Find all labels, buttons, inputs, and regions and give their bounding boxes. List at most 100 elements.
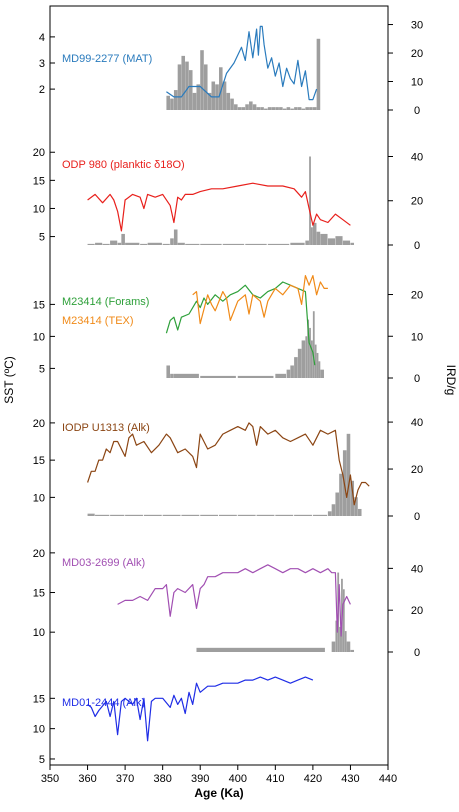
ird-bar [237,375,274,378]
ird-bar [309,327,311,378]
ird-tick-label: 10 [411,77,423,89]
sst-tick-label: 2 [39,84,45,96]
series-label: MD03-2699 (Alk) [62,557,145,569]
x-tick-label: 390 [191,773,209,785]
ird-bar [173,90,178,110]
sst-tick-label: 4 [39,32,45,44]
sst-axis-label: SST (ºC) [2,356,16,404]
ird-bar [196,647,325,652]
ird-bar [125,514,143,516]
series-label: MD01-2444 (Alk) [62,697,145,709]
ird-bar [282,108,287,110]
ird-bar [177,242,185,245]
sst-series-line [192,275,328,325]
ird-bar [211,81,216,110]
ird-bar [264,108,268,110]
ird-bar [170,238,174,245]
ird-bar [275,514,294,516]
ird-tick-label: 0 [414,105,420,117]
ird-bar [230,98,234,110]
ird-bar [312,514,328,516]
ird-bar [271,107,276,110]
ird-bar [346,433,351,516]
ird-bar [200,514,219,516]
ird-bar [342,240,351,245]
ird-bar [219,67,223,110]
ird-bar [286,107,291,110]
ird-bar [335,620,338,652]
ird-tick-label: 20 [411,290,423,302]
ird-bar [318,361,321,378]
ird-bar [177,64,182,110]
ird-bar [117,242,122,245]
ird-bar [185,61,189,110]
ird-bar [173,229,178,245]
ird-bar [354,497,358,516]
ird-bar [305,336,308,378]
sst-tick-label: 20 [33,548,45,560]
ird-bar [339,626,341,652]
ird-bar [188,70,193,110]
ird-bar [350,649,355,652]
sst-series-line [87,422,370,506]
ird-bar [320,233,328,245]
ird-bar [327,238,336,245]
ird-bar [245,104,249,110]
x-tick-label: 420 [304,773,322,785]
ird-bar [301,340,306,378]
ird-bar [121,233,125,245]
series-label: MD99-2277 (MAT) [62,53,152,65]
x-tick-label: 430 [341,773,359,785]
sst-tick-label: 10 [33,724,45,736]
ird-bar [294,107,298,110]
ird-bar [185,243,200,245]
ird-tick-label: 0 [414,647,420,659]
ird-tick-label: 20 [411,196,423,208]
ird-bar [200,50,204,110]
ird-bar [335,236,343,245]
ird-bar [297,348,302,378]
ird-bar [166,95,170,110]
ird-bar [252,104,257,110]
ird-bar [294,357,298,378]
ird-bar [192,92,197,110]
series-label: M23414 (Forams) [62,296,149,308]
ird-tick-label: 0 [414,511,420,523]
ird-bar [181,514,200,516]
ird-bar [147,242,162,245]
ird-bar [245,243,267,245]
ird-bar [110,240,118,245]
x-tick-label: 440 [379,773,397,785]
ird-bar [143,514,162,516]
ird-bar [249,101,253,110]
ird-bar [162,514,181,516]
ird-bar [222,81,227,110]
sst-tick-label: 20 [33,147,45,159]
ird-bar [316,38,321,110]
ird-tick-label: 30 [411,20,423,32]
ird-bar [102,243,110,245]
ird-bar [170,98,174,110]
ird-bar [335,492,339,516]
ird-bar [320,369,324,378]
ird-bar [290,365,294,378]
sst-tick-label: 5 [39,363,45,375]
ird-bar [203,64,208,110]
ird-tick-label: 20 [411,464,423,476]
ird-bar [222,243,245,245]
sst-tick-label: 15 [33,588,45,600]
ird-bar [316,352,319,378]
ird-bar [241,107,246,110]
ird-bar [162,243,170,245]
ird-bar [140,243,148,245]
ird-bar [286,369,291,378]
ird-bar [234,104,238,110]
ird-bar [207,92,212,110]
ird-tick-label: 0 [414,373,420,385]
ird-bar [256,514,275,516]
sst-series-line [117,564,351,637]
sst-series-line [166,25,318,101]
ird-bar [87,513,95,516]
ird-bar [309,156,311,245]
